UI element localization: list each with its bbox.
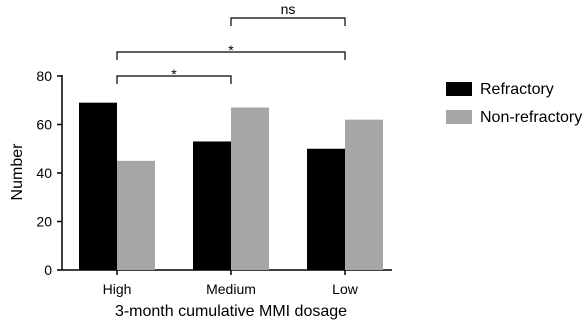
y-tick-label: 80 [36,68,52,84]
bar-non-refractory-medium [231,107,269,271]
legend-swatch [446,82,472,96]
significance-annotations: * * ns [116,1,346,84]
bar-refractory-medium [193,141,231,270]
x-tick-label: High [103,281,132,297]
axes: 0 20 40 60 80 High Medium Low [36,68,392,297]
y-axis-title: Number [9,143,26,201]
y-tick-label: 20 [36,214,52,230]
legend-swatch [446,110,472,124]
x-tick-label: Low [332,281,359,297]
legend: Refractory Non-refractory [446,81,582,126]
significance-bracket [230,17,346,26]
bar-refractory-high [79,102,117,270]
x-tick-label: Medium [206,281,256,297]
significance-bracket [116,75,232,84]
significance-label: * [228,42,234,58]
significance-label: ns [281,1,296,17]
significance-bracket [116,51,346,60]
legend-label: Non-refractory [480,109,582,126]
legend-label: Refractory [480,81,554,98]
significance-label: * [171,66,177,82]
y-tick-label: 60 [36,117,52,133]
bar-refractory-low [307,148,345,270]
bars [79,102,383,271]
bar-non-refractory-high [117,160,155,270]
y-tick-label: 0 [44,262,52,278]
x-axis-title: 3-month cumulative MMI dosage [115,303,347,320]
y-tick-label: 40 [36,165,52,181]
bar-non-refractory-low [345,119,383,271]
